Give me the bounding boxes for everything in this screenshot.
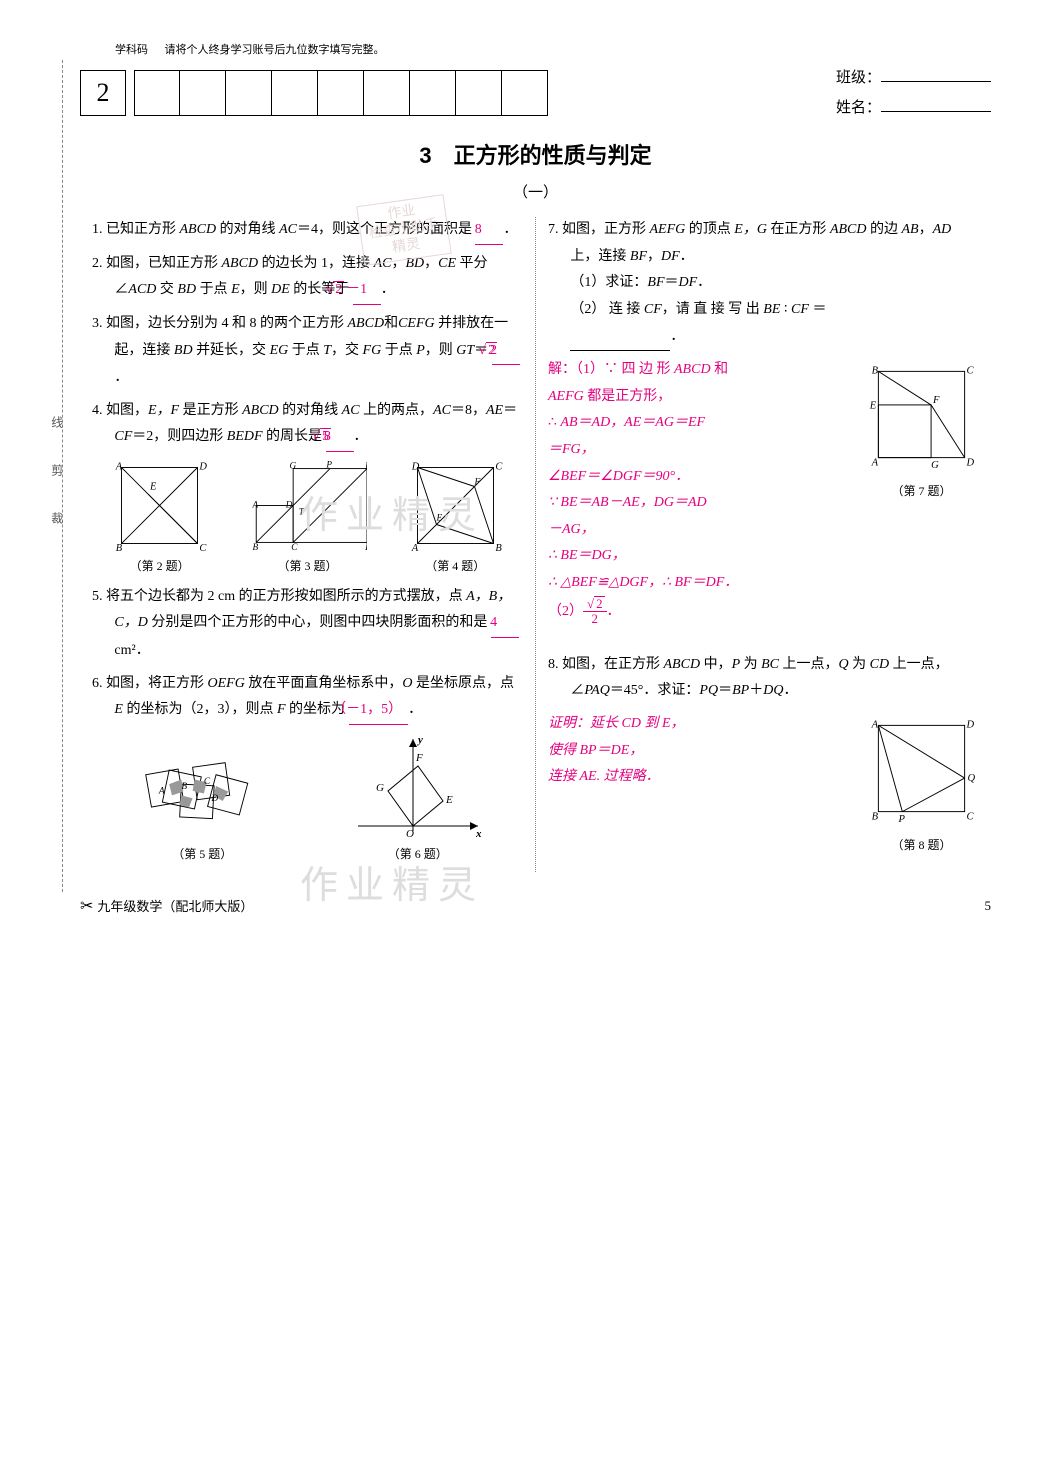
svg-text:E: E [435,514,442,524]
svg-text:D: D [285,499,293,509]
page-title: 3 正方形的性质与判定 [80,135,991,177]
top-instruction: 学科码 请将个人终身学习账号后九位数字填写完整。 [115,40,991,61]
side-cut-label: 线 剪 裁 [45,416,68,536]
svg-text:E: E [869,401,877,412]
subject-code-label: 学科码 [115,44,148,56]
svg-text:x: x [475,828,482,840]
figure-5: A B C D （第 5 题） [127,746,277,866]
input-cells[interactable] [134,70,548,116]
answer-6: （－1，5） [349,697,409,725]
svg-text:G: G [376,782,384,794]
svg-text:C: C [292,542,299,552]
figure-4-caption: （第 4 题） [408,555,503,578]
svg-text:P: P [898,814,906,825]
problem-6: 6. 如图，将正方形 OEFG 放在平面直角坐标系中，O 是坐标原点，点 E 的… [92,671,523,725]
svg-text:A: A [871,457,879,468]
figure-2-caption: （第 2 题） [112,555,207,578]
name-label: 姓名： [836,93,881,123]
svg-text:C: C [967,811,975,822]
svg-text:A: A [871,719,879,730]
svg-text:D: D [966,719,975,730]
answer-4: 85 [326,424,354,452]
svg-text:B: B [182,782,188,792]
svg-text:Q: Q [968,773,976,784]
class-label: 班级： [836,63,881,93]
figure-6-caption: （第 6 题） [348,843,488,866]
svg-text:F: F [415,752,423,764]
svg-text:A: A [411,543,419,553]
svg-text:D: D [411,461,420,472]
header-row: 2 班级： 姓名： [80,63,991,123]
svg-text:D: D [966,457,975,468]
figure-2: A D B C E （第 2 题） [112,458,207,578]
scissors-icon: ✂ [80,898,93,915]
svg-text:B: B [116,543,123,553]
svg-text:A: A [252,499,259,509]
problem-3: 3. 如图，边长分别为 4 和 8 的两个正方形 ABCD和CEFG 并排放在一… [92,311,523,392]
book-name: 九年级数学（配北师大版） [97,899,253,914]
svg-text:F: F [932,395,940,406]
svg-text:E: E [365,542,368,552]
page-subtitle: （一） [80,179,991,208]
figure-row-56: A B C D （第 5 题） O E F G x [92,731,523,866]
problem-1: 1. 已知正方形 ABCD 的对角线 AC＝4，则这个正方形的面积是 8． [92,217,523,245]
svg-text:G: G [931,460,939,471]
svg-text:E: E [445,794,453,806]
svg-text:A: A [158,786,165,796]
name-fields: 班级： 姓名： [836,63,991,123]
page-number: 5 [985,894,992,919]
answer-1: 8 [475,217,503,245]
figure-4: A B C D E F （第 4 题） [408,458,503,578]
svg-text:P: P [326,460,333,470]
svg-text:B: B [872,811,879,822]
svg-text:C: C [967,365,975,376]
svg-text:A: A [115,461,123,472]
problem-2: 2. 如图，已知正方形 ABCD 的边长为 1，连接 AC，BD，CE 平分∠A… [92,251,523,305]
answer-5: 4 [491,610,519,638]
figure-8-caption: （第 8 题） [864,834,979,857]
problem-8: 8. 如图，在正方形 ABCD 中，P 为 BC 上一点，Q 为 CD 上一点，… [548,652,979,705]
svg-text:C: C [495,461,503,472]
figure-row-234: A D B C E （第 2 题） A B C D [92,458,523,578]
svg-text:B: B [495,543,502,553]
svg-text:C: C [204,777,211,787]
figure-3-caption: （第 3 题） [247,555,367,578]
svg-text:y: y [416,734,423,746]
right-column: 7. 如图，正方形 AEFG 的顶点 E，G 在正方形 ABCD 的边 AB，A… [536,217,991,871]
answer-3: 22 [492,338,520,366]
svg-text:E: E [149,481,157,492]
figure-7: A B C D E F G （第 7 题） [864,357,979,503]
name-input[interactable] [881,94,991,112]
class-input[interactable] [881,64,991,82]
svg-text:G: G [290,461,297,471]
svg-text:C: C [200,543,208,553]
svg-text:D: D [199,461,208,472]
svg-text:T: T [299,507,305,517]
problem-4: 4. 如图，E，F 是正方形 ABCD 的对角线 AC 上的两点，AC＝8，AE… [92,398,523,452]
subject-code-box: 2 [80,70,126,116]
svg-text:F: F [365,461,368,471]
svg-text:O: O [406,828,414,840]
left-column: 1. 已知正方形 ABCD 的对角线 AC＝4，则这个正方形的面积是 8． 2.… [80,217,536,871]
svg-text:D: D [211,794,219,804]
problem-7: 7. 如图，正方形 AEFG 的顶点 E，G 在正方形 ABCD 的边 AB，A… [548,217,979,351]
figure-6: O E F G x y （第 6 题） [348,731,488,866]
svg-text:B: B [253,542,259,552]
instruction-text: 请将个人终身学习账号后九位数字填写完整。 [165,44,385,56]
svg-text:F: F [473,478,480,488]
svg-text:B: B [872,365,879,376]
figure-7-caption: （第 7 题） [864,480,979,503]
answer-2: 2－1 [353,277,381,305]
figure-5-caption: （第 5 题） [127,843,277,866]
figure-3: A B C D E F G P T （第 3 题） [247,458,367,578]
problem-5: 5. 将五个边长都为 2 cm 的正方形按如图所示的方式摆放，点 A，B，C，D… [92,584,523,665]
blank-7-2[interactable] [570,324,670,352]
footer: ✂ 九年级数学（配北师大版） 5 [80,892,991,922]
figure-8: A B C D P Q （第 8 题） [864,711,979,857]
